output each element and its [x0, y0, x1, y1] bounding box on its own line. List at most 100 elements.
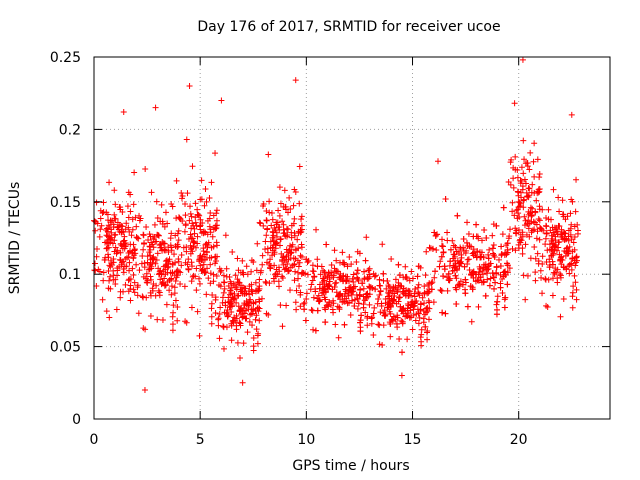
data-point [153, 282, 160, 289]
data-point [127, 241, 134, 248]
data-point [396, 335, 403, 342]
data-point [444, 274, 451, 281]
data-point [281, 257, 288, 264]
data-point [134, 284, 141, 291]
data-point [171, 251, 178, 258]
y-tick-label: 0.25 [50, 50, 81, 66]
data-point [185, 266, 192, 273]
data-point [568, 221, 575, 228]
data-point [380, 270, 387, 277]
data-point [283, 253, 290, 260]
data-point [174, 244, 181, 251]
data-point [194, 308, 201, 315]
data-point [438, 253, 445, 260]
data-point [449, 237, 456, 244]
data-point [153, 238, 160, 245]
data-point [246, 291, 253, 298]
data-point [535, 189, 542, 196]
data-point [161, 275, 168, 282]
data-point [340, 259, 347, 266]
data-point [283, 225, 290, 232]
data-point [291, 277, 298, 284]
data-point [143, 224, 150, 231]
data-point [556, 223, 563, 230]
data-point [296, 163, 303, 170]
data-point [493, 222, 500, 229]
data-point [103, 232, 110, 239]
data-point [511, 100, 518, 107]
data-point [117, 249, 124, 256]
data-point [387, 333, 394, 340]
data-point [558, 226, 565, 233]
x-tick-label: 15 [404, 432, 422, 448]
data-point [122, 226, 129, 233]
data-point [208, 320, 215, 327]
data-point [152, 260, 159, 267]
data-point [425, 281, 432, 288]
data-point [141, 260, 148, 267]
data-point [220, 323, 227, 330]
data-point [409, 275, 416, 282]
data-point [298, 216, 305, 223]
data-point [196, 280, 203, 287]
data-point [303, 256, 310, 263]
data-point [154, 250, 161, 257]
data-point [303, 290, 310, 297]
data-point [376, 276, 383, 283]
data-point [519, 229, 526, 236]
data-point [280, 230, 287, 237]
data-point [452, 263, 459, 270]
data-point [321, 283, 328, 290]
data-point [360, 285, 367, 292]
data-point [195, 211, 202, 218]
data-point [567, 210, 574, 217]
data-point [368, 320, 375, 327]
data-point [147, 276, 154, 283]
data-point [412, 317, 419, 324]
data-point [263, 310, 270, 317]
data-point [569, 248, 576, 255]
data-point [298, 213, 305, 220]
data-point [332, 321, 339, 328]
data-point [125, 253, 132, 260]
data-point [534, 250, 541, 257]
data-point [190, 222, 197, 229]
data-point [234, 292, 241, 299]
data-point [504, 240, 511, 247]
data-point [230, 317, 237, 324]
data-point [111, 211, 118, 218]
data-point [571, 257, 578, 264]
data-point [280, 261, 287, 268]
data-point [509, 208, 516, 215]
data-point [447, 246, 454, 253]
x-tick-label: 10 [297, 432, 315, 448]
data-point [571, 233, 578, 240]
data-point [152, 104, 159, 111]
data-point [212, 294, 219, 301]
data-point [429, 245, 436, 252]
data-point [196, 223, 203, 230]
data-point [182, 201, 189, 208]
data-point [93, 245, 100, 252]
data-point [177, 269, 184, 276]
data-point [317, 271, 324, 278]
data-point [341, 298, 348, 305]
data-point [168, 276, 175, 283]
data-point [213, 210, 220, 217]
data-point [433, 247, 440, 254]
data-point [245, 299, 252, 306]
data-point [212, 225, 219, 232]
data-point [480, 261, 487, 268]
data-point [405, 292, 412, 299]
data-point [550, 240, 557, 247]
data-point [331, 247, 338, 254]
data-point [92, 267, 99, 274]
data-point [456, 281, 463, 288]
data-point [130, 272, 137, 279]
data-point [209, 233, 216, 240]
data-point [309, 268, 316, 275]
data-point [493, 269, 500, 276]
data-point [415, 281, 422, 288]
data-point [311, 273, 318, 280]
data-point [444, 287, 451, 294]
